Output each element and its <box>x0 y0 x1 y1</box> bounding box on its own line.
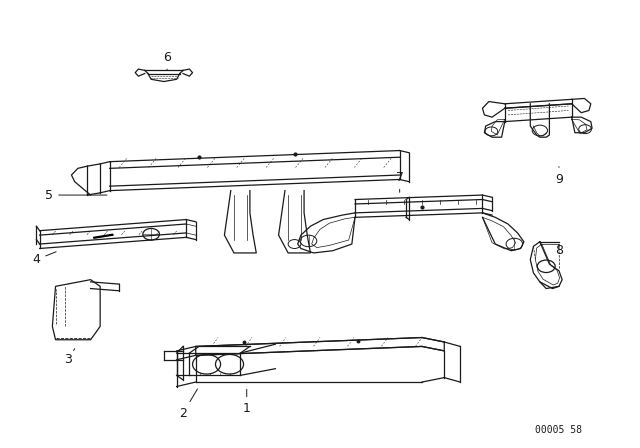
Polygon shape <box>94 234 113 238</box>
Text: 3: 3 <box>65 349 75 366</box>
Text: 9: 9 <box>555 167 563 186</box>
Text: 2: 2 <box>179 389 198 420</box>
Text: 00005 58: 00005 58 <box>536 425 582 435</box>
Text: 1: 1 <box>243 389 251 415</box>
Text: 8: 8 <box>555 244 563 257</box>
Text: 7: 7 <box>396 171 404 192</box>
Text: 6: 6 <box>163 51 171 70</box>
Text: 5: 5 <box>45 189 107 202</box>
Text: 4: 4 <box>33 252 56 266</box>
